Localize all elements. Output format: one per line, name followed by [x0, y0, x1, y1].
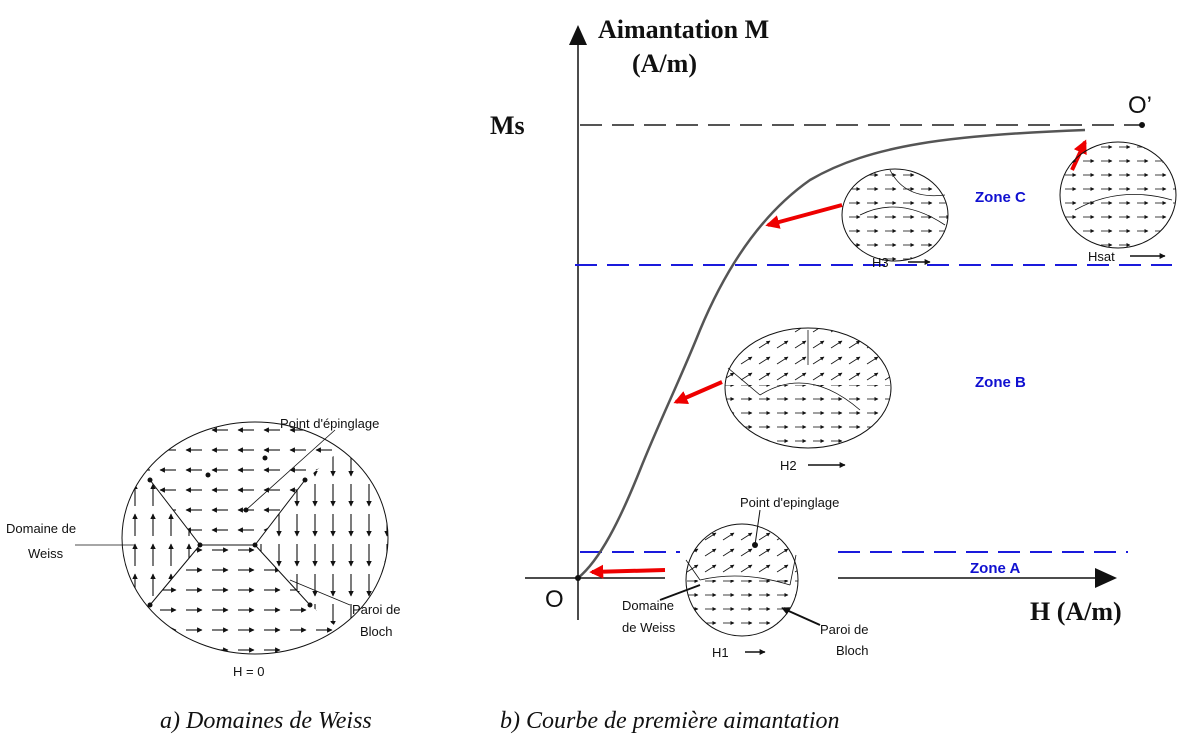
zone-label: Zone B — [975, 374, 1026, 391]
x-axis-label: H (A/m) — [1030, 597, 1122, 626]
y-axis-label: Aimantation M — [598, 15, 769, 44]
label: de Weiss — [622, 620, 676, 635]
magnetization-curve: Aimantation M (A/m) Ms O’ O H (A/m) Zone… — [490, 15, 1177, 734]
y-axis-label: (A/m) — [632, 49, 697, 78]
label: H = 0 — [233, 664, 264, 679]
leader — [245, 429, 336, 511]
label: Point d'epinglage — [740, 495, 839, 510]
zone-label: Zone C — [975, 189, 1026, 206]
label: O’ — [1128, 92, 1152, 119]
label: Paroi de — [352, 602, 400, 617]
caption: b) Courbe de première aimantation — [500, 708, 840, 734]
label: Bloch — [360, 624, 393, 639]
caption: a) Domaines de Weiss — [160, 708, 372, 734]
label: Paroi de — [820, 622, 868, 637]
label: O — [545, 586, 564, 613]
label: Domaine de — [6, 521, 76, 536]
label: Bloch — [836, 643, 869, 658]
label: Ms — [490, 111, 525, 140]
field-label: H2 — [780, 458, 797, 473]
label: Weiss — [28, 546, 64, 561]
field-label: Hsat — [1088, 249, 1115, 264]
field-label: H1 — [712, 645, 729, 660]
field-label: H3 — [872, 255, 889, 270]
label: Domaine — [622, 598, 674, 613]
weiss-domains: Point d'épinglage Domaine de Weiss Paroi… — [6, 416, 400, 734]
zone-label: Zone A — [970, 560, 1020, 577]
label: Point d'épinglage — [280, 416, 379, 431]
